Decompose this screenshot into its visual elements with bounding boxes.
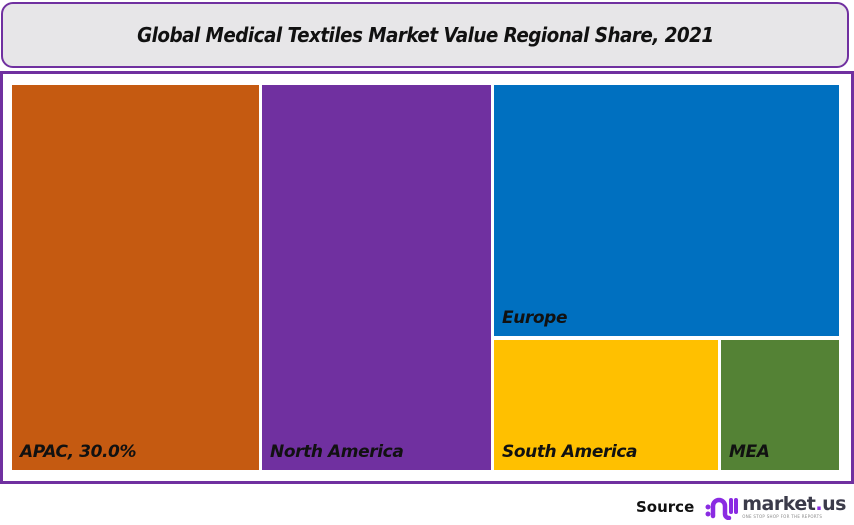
treemap-tile-mea: MEA (721, 340, 839, 470)
logo-wordmark: market.us (742, 493, 846, 515)
treemap-tile-north-america: North America (262, 85, 491, 470)
source-attribution: Source market.us ONE STOP SHOP FOR THE R… (636, 494, 846, 520)
chart-title: Global Medical Textiles Market Value Reg… (136, 23, 714, 47)
logo-tagline: ONE STOP SHOP FOR THE REPORTS (742, 514, 823, 519)
treemap-tile-europe: Europe (494, 85, 839, 336)
tile-label: APAC, 30.0% (20, 442, 137, 462)
treemap-tile-apac: APAC, 30.0% (12, 85, 259, 470)
treemap-tile-south-america: South America (494, 340, 718, 470)
market-us-logo-icon (705, 497, 739, 520)
tile-label: MEA (729, 442, 770, 462)
market-us-logo: market.us ONE STOP SHOP FOR THE REPORTS (704, 494, 846, 520)
tile-label: Europe (502, 308, 568, 328)
tile-label: South America (502, 442, 638, 462)
source-label: Source (636, 498, 695, 516)
tile-label: North America (270, 442, 404, 462)
chart-title-box: Global Medical Textiles Market Value Reg… (1, 2, 849, 68)
